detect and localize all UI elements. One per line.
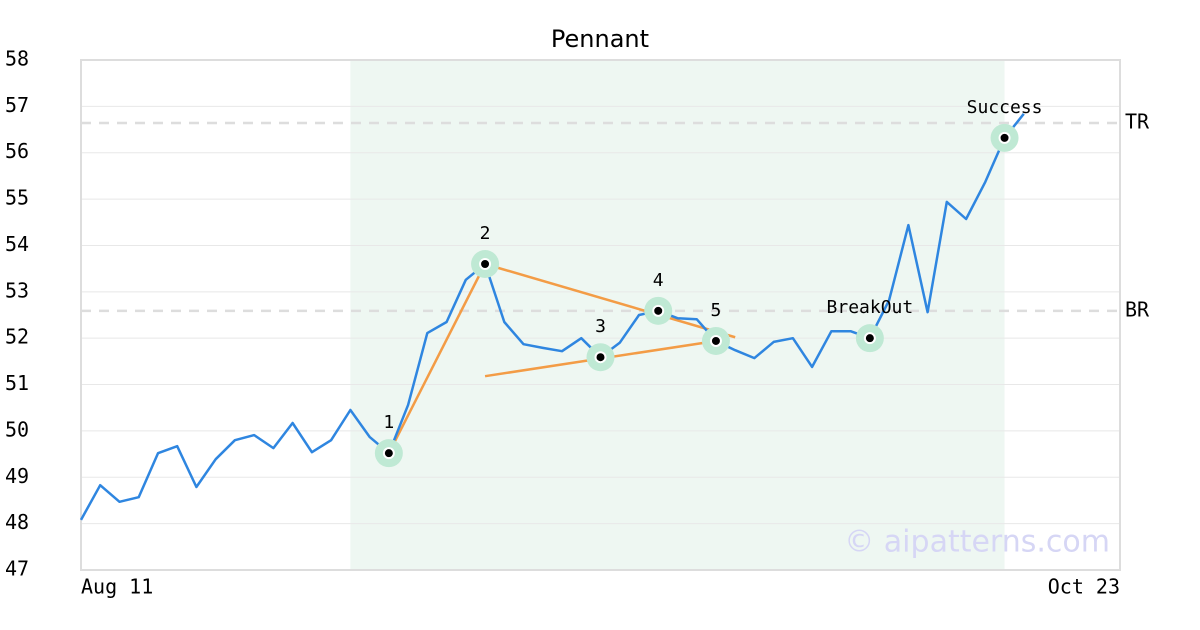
pattern-label: 1 xyxy=(383,412,394,433)
chart-title: Pennant xyxy=(551,25,649,53)
reference-label: BR xyxy=(1125,297,1150,321)
plot-frame xyxy=(80,59,1121,571)
trendline xyxy=(484,262,736,339)
y-tick-label: 52 xyxy=(5,325,29,349)
y-tick-label: 58 xyxy=(5,47,29,71)
pattern-label: Success xyxy=(967,97,1043,118)
pattern-point xyxy=(652,304,665,317)
watermark: © aipatterns.com xyxy=(844,525,1110,560)
y-tick-label: 54 xyxy=(5,232,29,256)
pattern-point xyxy=(863,332,876,345)
reference-label: TR xyxy=(1125,110,1150,134)
pattern-label: 4 xyxy=(653,270,664,291)
pattern-label: 2 xyxy=(480,223,491,244)
pattern-label: 5 xyxy=(711,300,722,321)
y-tick-label: 47 xyxy=(5,557,29,581)
y-tick-label: 50 xyxy=(5,417,29,441)
y-tick-label: 56 xyxy=(5,139,29,163)
trendline xyxy=(387,263,487,454)
y-tick-label: 49 xyxy=(5,464,29,488)
y-tick-label: 57 xyxy=(5,93,29,117)
pattern-point xyxy=(594,351,607,364)
y-tick-label: 53 xyxy=(5,278,29,302)
pattern-label: 3 xyxy=(595,316,606,337)
pattern-point xyxy=(709,334,722,347)
pattern-point xyxy=(479,258,492,270)
x-tick-label: Oct 23 xyxy=(1048,575,1120,599)
pattern-point xyxy=(382,447,395,460)
x-tick-label: Aug 11 xyxy=(81,575,153,599)
y-tick-label: 51 xyxy=(5,371,29,395)
y-tick-label: 48 xyxy=(5,510,29,534)
y-tick-label: 55 xyxy=(5,186,29,210)
pattern-label: BreakOut xyxy=(827,297,914,318)
pattern-point xyxy=(998,131,1011,144)
